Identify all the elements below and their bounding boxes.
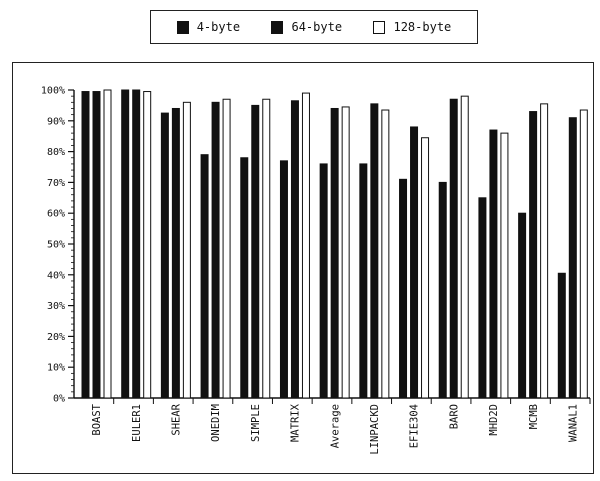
legend-item-64-byte: 64-byte	[271, 20, 342, 34]
bar-4-byte-baro	[438, 181, 447, 399]
legend-item-4-byte: 4-byte	[176, 20, 241, 34]
bar-128-byte-matrix	[301, 92, 310, 399]
bar-4-byte-euler1	[121, 89, 130, 399]
x-category-label: BARO	[448, 404, 460, 429]
bar-4-byte-simple	[240, 157, 249, 399]
x-category-label: WANAL1	[567, 404, 579, 442]
bar-128-byte-euler1	[143, 91, 152, 399]
legend-label-64-byte: 64-byte	[291, 20, 343, 34]
x-category-label: SHEAR	[171, 403, 183, 435]
y-tick-label: 10%	[47, 363, 65, 374]
bar-128-byte-simple	[262, 98, 271, 399]
bar-64-byte-boast	[92, 91, 101, 399]
bar-64-byte-simple	[251, 104, 260, 399]
bar-64-byte-efie304	[410, 126, 419, 399]
bar-128-byte-linpackd	[381, 109, 390, 399]
y-tick-label: 30%	[47, 301, 65, 312]
legend-label-4-byte: 4-byte	[196, 20, 241, 34]
bar-64-byte-shear	[171, 107, 180, 399]
legend-swatch-64-byte	[271, 20, 284, 34]
bar-4-byte-wanal1	[557, 272, 566, 399]
x-category-label: ONEDIM	[210, 404, 222, 442]
bar-64-byte-average	[330, 107, 339, 399]
bar-4-byte-average	[319, 163, 328, 399]
bar-64-byte-baro	[449, 98, 458, 399]
bar-128-byte-shear	[182, 101, 191, 399]
x-category-label: MATRIX	[290, 403, 302, 442]
y-tick-label: 50%	[47, 240, 65, 251]
bar-128-byte-average	[341, 106, 350, 399]
bar-128-byte-wanal1	[579, 109, 588, 399]
y-tick-label: 20%	[47, 332, 65, 343]
bar-64-byte-mhd2d	[489, 129, 498, 399]
y-tick-label: 40%	[47, 270, 65, 281]
bar-64-byte-mcmb	[529, 111, 538, 399]
x-category-label: MHD2D	[488, 404, 500, 436]
chart-legend: 4-byte 64-byte 128-byte	[150, 10, 478, 44]
chart-frame	[12, 62, 594, 474]
bar-128-byte-boast	[103, 89, 112, 399]
bar-4-byte-boast	[81, 91, 90, 399]
legend-item-128-byte: 128-byte	[373, 20, 451, 34]
legend-label-128-byte: 128-byte	[393, 20, 452, 34]
x-category-label: EFIE304	[409, 404, 421, 448]
x-category-label: LINPACKD	[369, 404, 381, 455]
bar-4-byte-mhd2d	[478, 197, 487, 399]
legend-swatch-4-byte	[176, 20, 189, 34]
x-category-label: SIMPLE	[250, 404, 262, 442]
x-category-label: Average	[329, 404, 341, 448]
y-tick-label: 60%	[47, 209, 65, 220]
bar-64-byte-euler1	[132, 89, 141, 399]
bar-4-byte-matrix	[279, 160, 288, 399]
bar-128-byte-efie304	[421, 137, 430, 399]
bar-128-byte-mhd2d	[500, 132, 509, 399]
bar-64-byte-linpackd	[370, 103, 379, 399]
bar-128-byte-baro	[460, 95, 469, 399]
bar-64-byte-matrix	[290, 100, 299, 399]
bar-4-byte-mcmb	[518, 212, 527, 399]
x-category-label: BOAST	[91, 403, 103, 435]
y-tick-label: 0%	[53, 394, 65, 405]
bar-128-byte-onedim	[222, 98, 231, 399]
y-tick-label: 70%	[47, 178, 65, 189]
y-tick-label: 100%	[41, 86, 65, 97]
bar-64-byte-wanal1	[568, 117, 577, 399]
legend-swatch-128-byte	[373, 20, 386, 34]
bar-64-byte-onedim	[211, 101, 220, 399]
bar-4-byte-linpackd	[359, 163, 368, 399]
bar-4-byte-efie304	[399, 178, 408, 399]
y-tick-label: 90%	[47, 116, 65, 127]
bar-4-byte-onedim	[200, 154, 209, 399]
bar-4-byte-shear	[160, 112, 169, 399]
bar-128-byte-mcmb	[540, 103, 549, 399]
x-category-label: EULER1	[131, 404, 143, 442]
x-category-label: MCMB	[528, 404, 540, 429]
y-tick-label: 80%	[47, 147, 65, 158]
